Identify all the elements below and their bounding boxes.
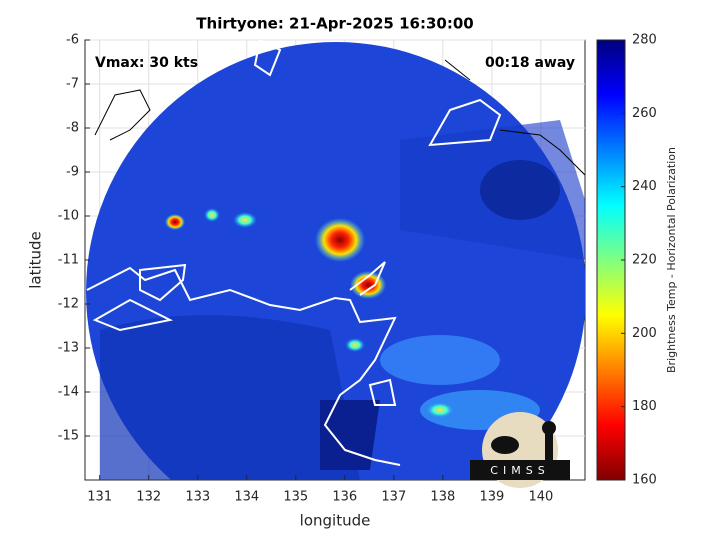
x-tick-label: 131	[87, 490, 112, 505]
coastline-outside	[94, 59, 585, 176]
annotation: Vmax: 30 kts	[95, 55, 198, 71]
colorbar-tick-label: 260	[632, 106, 657, 121]
y-tick-label: -13	[58, 341, 79, 356]
convection	[165, 214, 185, 230]
convection	[426, 402, 454, 418]
x-tick-label: 136	[332, 490, 357, 505]
convection	[315, 218, 365, 262]
y-tick-label: -12	[58, 297, 79, 312]
colorbar-tick-label: 200	[632, 326, 657, 341]
x-tick-label: 137	[381, 490, 406, 505]
cold-region	[480, 160, 560, 220]
colorbar	[596, 39, 626, 481]
ocean-region	[100, 315, 360, 480]
y-tick-label: -15	[58, 429, 79, 444]
convection	[204, 208, 220, 222]
x-tick-label: 135	[283, 490, 308, 505]
x-tick-label: 132	[136, 490, 161, 505]
land-region	[320, 400, 380, 470]
convection	[233, 212, 257, 228]
colorbar-tick-label: 220	[632, 253, 657, 268]
x-tick-label: 134	[234, 490, 259, 505]
y-tick-label: -10	[58, 209, 79, 224]
y-axis-label: latitude	[27, 231, 45, 289]
x-tick-label: 138	[430, 490, 455, 505]
y-tick-label: -8	[66, 121, 79, 136]
logo-text: CIMSS	[490, 464, 549, 477]
cloud-band	[380, 335, 500, 385]
convection	[345, 338, 365, 352]
y-tick-label: -14	[58, 385, 79, 400]
x-tick-label: 140	[528, 490, 553, 505]
x-tick-label: 139	[479, 490, 504, 505]
y-tick-label: -9	[66, 165, 79, 180]
colorbar-tick-label: 280	[632, 33, 657, 48]
logo: CIMSS	[470, 412, 570, 488]
colorbar-tick-label: 240	[632, 179, 657, 194]
chart-title: Thirtyone: 21-Apr-2025 16:30:00	[196, 15, 473, 33]
image	[86, 40, 585, 480]
coastline	[86, 40, 502, 466]
colorbar-label: Brightness Temp - Horizontal Polarizatio…	[665, 147, 678, 373]
y-tick-label: -7	[66, 77, 79, 92]
x-tick-label: 133	[185, 490, 210, 505]
annotation: 00:18 away	[485, 55, 575, 71]
colorbar-tick-label: 180	[632, 399, 657, 414]
x-axis-label: longitude	[300, 512, 371, 530]
y-tick-label: -11	[58, 253, 79, 268]
colorbar-tick-label: 160	[632, 473, 657, 488]
y-tick-label: -6	[66, 33, 79, 48]
